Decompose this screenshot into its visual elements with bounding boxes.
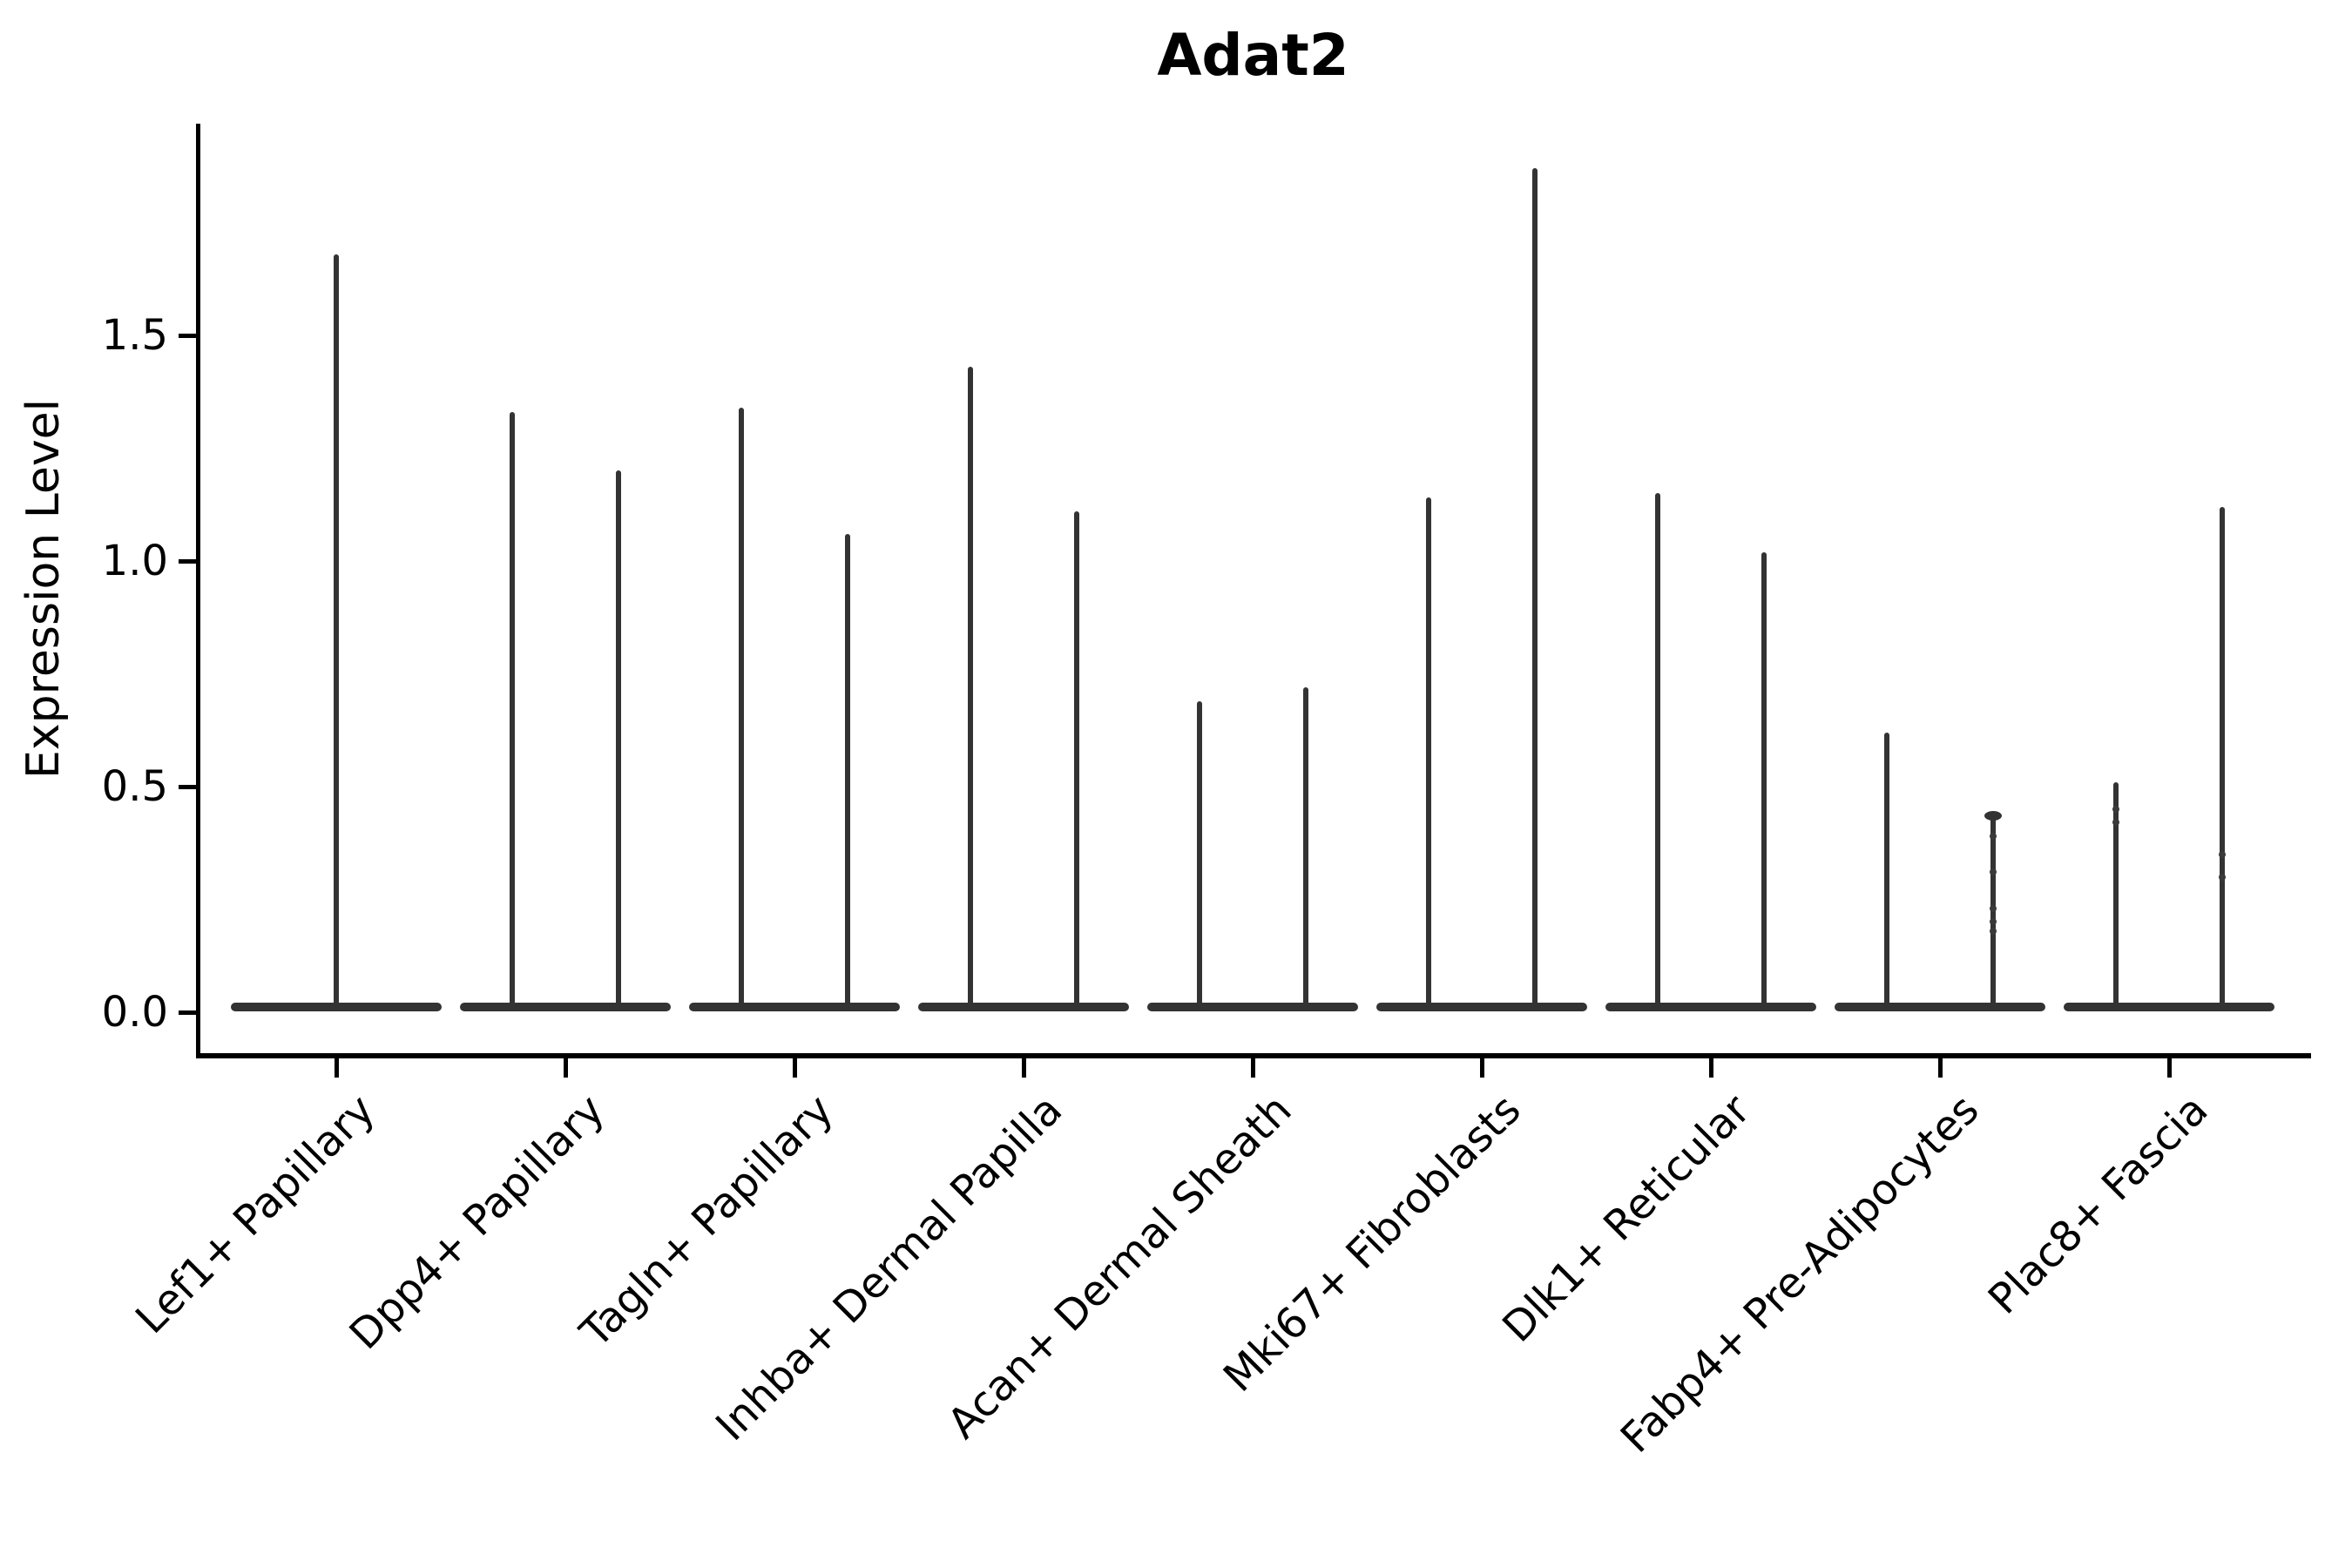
- y-tick-label: 1.0: [101, 537, 168, 585]
- violin-base: [1376, 1003, 1587, 1011]
- jitter-dot: [1990, 927, 1997, 935]
- x-tick-label: Plac8+ Fascia: [1979, 1085, 2218, 1324]
- violin-spike: [739, 407, 744, 1007]
- y-axis-spine: [196, 124, 200, 1058]
- jitter-dot: [2112, 805, 2119, 813]
- violin-spike: [1884, 732, 1889, 1007]
- x-tick-mark: [335, 1058, 339, 1078]
- violin-max-cap: [1984, 811, 2002, 821]
- y-tick-mark: [179, 1010, 198, 1015]
- violin-spike: [2113, 781, 2119, 1007]
- x-tick-mark: [1022, 1058, 1026, 1078]
- violin-spike: [1426, 497, 1431, 1007]
- x-tick-label: Lef1+ Papillary: [126, 1085, 385, 1343]
- x-tick-mark: [1480, 1058, 1484, 1078]
- y-tick-label: 0.0: [101, 988, 168, 1037]
- x-tick-mark: [1251, 1058, 1255, 1078]
- violin-base: [231, 1003, 442, 1011]
- jitter-dot: [1990, 904, 1997, 912]
- y-tick-mark: [179, 559, 198, 564]
- x-tick-mark: [564, 1058, 568, 1078]
- chart-title: Adat2: [1157, 22, 1349, 89]
- violin-base: [2064, 1003, 2274, 1011]
- violin-spike: [1074, 511, 1079, 1007]
- violin-spike: [616, 470, 621, 1007]
- violin-spike: [1761, 551, 1767, 1007]
- violin-spike: [1303, 687, 1308, 1007]
- violin-spike: [1532, 168, 1538, 1007]
- violin-spike: [1655, 493, 1660, 1007]
- y-axis-label: Expression Level: [17, 398, 70, 780]
- y-tick-label: 0.5: [101, 762, 168, 811]
- violin-spike: [968, 367, 973, 1007]
- violin-spike: [1197, 700, 1202, 1007]
- jitter-dot: [2112, 819, 2119, 827]
- violin-base: [460, 1003, 671, 1011]
- jitter-dot: [1990, 868, 1997, 876]
- x-tick-mark: [793, 1058, 797, 1078]
- violin-spike: [845, 533, 850, 1007]
- violin-spike: [334, 253, 339, 1007]
- jitter-dot: [1990, 832, 1997, 840]
- jitter-dot: [2219, 873, 2226, 881]
- violin-base: [918, 1003, 1129, 1011]
- y-tick-mark: [179, 334, 198, 338]
- violin-base: [1147, 1003, 1358, 1011]
- violin-base: [1605, 1003, 1816, 1011]
- violin-spike: [2220, 506, 2225, 1007]
- x-tick-label: Tagln+ Papillary: [571, 1085, 843, 1357]
- jitter-dot: [2219, 850, 2226, 858]
- y-tick-mark: [179, 785, 198, 789]
- x-tick-label: Dlk1+ Reticular: [1492, 1085, 1760, 1352]
- jitter-dot: [1990, 918, 1997, 926]
- x-axis-spine: [196, 1053, 2311, 1058]
- violin-base: [689, 1003, 900, 1011]
- violin-spike: [510, 412, 515, 1007]
- y-tick-label: 1.5: [101, 311, 168, 360]
- x-tick-mark: [2167, 1058, 2172, 1078]
- x-tick-mark: [1709, 1058, 1713, 1078]
- x-tick-mark: [1938, 1058, 1943, 1078]
- violin-base: [1835, 1003, 2045, 1011]
- x-tick-label: Dpp4+ Papillary: [340, 1085, 614, 1360]
